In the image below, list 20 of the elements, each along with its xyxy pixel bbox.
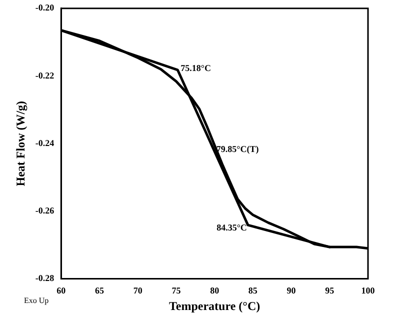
x-axis-title: Temperature (°C)	[169, 298, 260, 313]
x-tick-label: 95	[325, 286, 335, 296]
annotation: 75.18°C	[180, 63, 211, 74]
x-tick-label: 90	[286, 286, 296, 296]
x-tick-label: 80	[210, 286, 220, 296]
annotation: 84.35°C	[216, 222, 247, 232]
text: Exo Up	[24, 296, 49, 305]
y-tick-label: -0.24	[35, 138, 55, 148]
y-tick-label: -0.22	[35, 70, 55, 80]
x-tick-label: 65	[95, 286, 105, 296]
x-tick-label: 70	[133, 286, 143, 296]
x-tick-label: 85	[248, 286, 258, 296]
x-tick-label: 60	[56, 286, 66, 296]
y-tick-label: -0.28	[35, 273, 55, 284]
y-tick-label: -0.26	[35, 206, 55, 216]
y-tick-label: -0.20	[35, 2, 55, 13]
annotation: 79.85°C(T)	[216, 144, 259, 154]
x-tick-label: 75	[172, 286, 182, 296]
y-axis-title: Heat Flow (W/g)	[13, 100, 28, 186]
x-tick-label: 100	[361, 286, 376, 296]
